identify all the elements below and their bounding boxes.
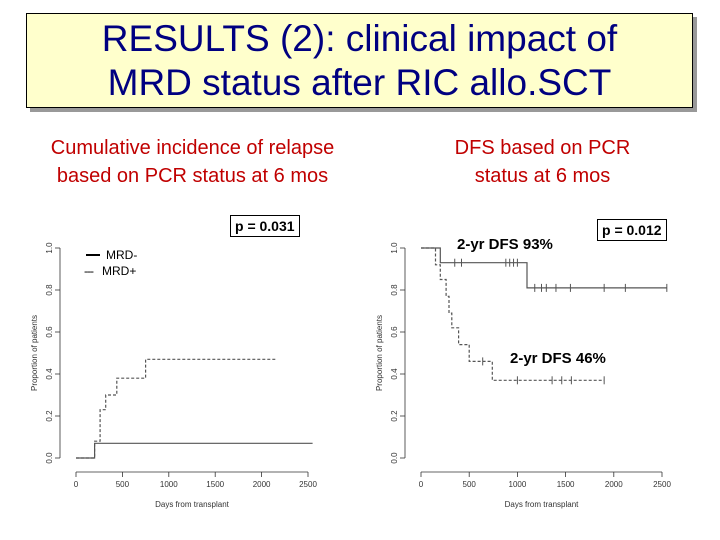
series-line-mrd-negative (421, 247, 667, 289)
title-box: RESULTS (2): clinical impact of MRD stat… (26, 13, 693, 108)
title-line-2: MRD status after RIC allo.SCT (107, 62, 612, 103)
left-p-value: p = 0.031 (230, 215, 300, 237)
legend-row-mrd-positive: --- MRD+ (84, 263, 137, 279)
y-tick-label: 0.2 (45, 410, 54, 422)
left-subtitle-line-2: based on PCR status at 6 mos (56, 165, 329, 187)
x-tick-label: 2000 (605, 480, 623, 489)
series-line-mrd-negativepositive (421, 247, 605, 381)
y-tick-label: 0.6 (390, 326, 399, 338)
legend-solid-line (86, 254, 100, 256)
legend-row-mrd-negative: MRD- (84, 247, 137, 263)
x-axis-label: Days from transplant (505, 500, 580, 509)
left-chart-legend: MRD- --- MRD+ (84, 247, 137, 279)
x-tick-label: 2000 (253, 480, 271, 489)
dfs-annotation-mrd-negative: 2-yr DFS 93% (455, 236, 555, 254)
left-subtitle-line-1: Cumulative incidence of relapse (50, 137, 335, 159)
series-line-mrd-negativepositive (76, 358, 276, 459)
x-axis-label: Days from transplant (155, 500, 230, 509)
dfs-annotation-mrd-positive: 2-yr DFS 46% (508, 350, 608, 368)
left-chart-subtitle: Cumulative incidence of relapse based on… (0, 134, 385, 190)
x-tick-label: 1500 (206, 480, 224, 489)
y-tick-label: 0.0 (45, 452, 54, 464)
right-subtitle-line-1: DFS based on PCR (454, 137, 631, 159)
y-tick-label: 0.4 (45, 368, 54, 380)
right-chart-subtitle: DFS based on PCR status at 6 mos (410, 134, 675, 190)
y-tick-label: 1.0 (45, 242, 54, 254)
y-tick-label: 0.8 (390, 284, 399, 296)
legend-dashed-symbol: --- (84, 264, 94, 278)
dfs-chart: 0.0 0.2 0.4 0.6 0.8 1.0 0 500 1000 1500 2000 2500 Da… (375, 242, 671, 509)
x-tick-label: 1500 (557, 480, 575, 489)
relapse-chart: 0.0 0.2 0.4 0.6 0.8 1.0 0 500 1000 1500 2000 2500 Da… (30, 242, 317, 509)
y-axis-label: Proportion of patients (30, 315, 39, 391)
y-tick-label: 0.4 (390, 368, 399, 380)
y-tick-label: 1.0 (390, 242, 399, 254)
x-tick-label: 500 (463, 480, 477, 489)
legend-label-mrd-positive: MRD+ (102, 264, 137, 278)
y-tick-label: 0.6 (45, 326, 54, 338)
x-tick-label: 2500 (299, 480, 317, 489)
series-line-mrd-negative (76, 442, 313, 459)
right-p-value: p = 0.012 (597, 219, 667, 241)
y-tick-label: 0.2 (390, 410, 399, 422)
title-line-1: RESULTS (2): clinical impact of (101, 18, 618, 59)
legend-label-mrd-negative: MRD- (106, 248, 138, 262)
y-axis-label: Proportion of patients (375, 315, 384, 391)
x-tick-label: 0 (74, 480, 79, 489)
y-tick-label: 0.0 (390, 452, 399, 464)
y-tick-label: 0.8 (45, 284, 54, 296)
x-tick-label: 500 (116, 480, 130, 489)
x-tick-label: 1000 (509, 480, 527, 489)
x-tick-label: 0 (419, 480, 424, 489)
right-subtitle-line-2: status at 6 mos (474, 165, 611, 187)
x-tick-label: 1000 (160, 480, 178, 489)
x-tick-label: 2500 (653, 480, 671, 489)
